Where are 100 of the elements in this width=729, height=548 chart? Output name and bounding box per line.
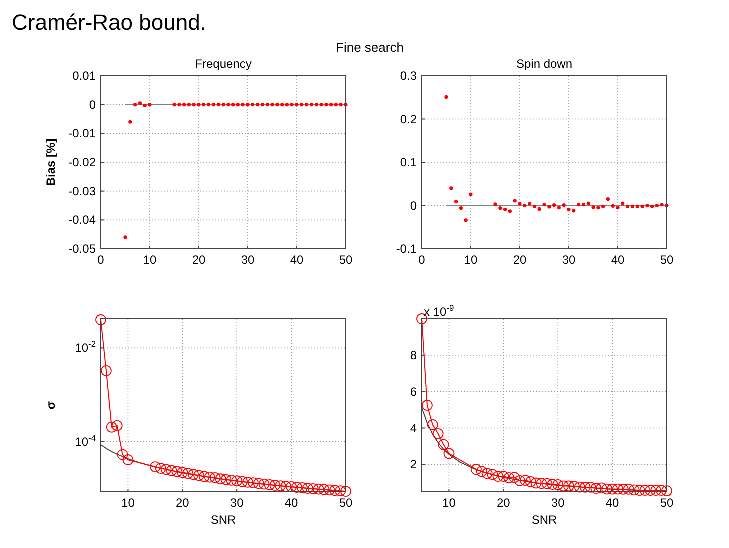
point — [525, 476, 536, 488]
point — [172, 103, 176, 107]
x-axis-title: SNR — [532, 513, 558, 527]
point — [607, 484, 618, 495]
point — [246, 103, 250, 107]
y-tick-label: 0.3 — [400, 69, 418, 83]
point — [330, 103, 334, 107]
point — [276, 103, 280, 107]
point — [232, 476, 243, 487]
point — [504, 208, 508, 212]
point — [134, 103, 138, 107]
x-tick-label: 30 — [241, 253, 255, 267]
point — [182, 468, 194, 480]
point — [548, 205, 552, 209]
point — [596, 206, 600, 210]
y-tick-label: -0.03 — [68, 184, 96, 198]
text: Cramér-Rao bound. — [12, 10, 206, 35]
point — [324, 484, 336, 496]
point — [542, 203, 546, 207]
point — [628, 484, 640, 496]
x-tick-label: 20 — [176, 496, 190, 510]
point — [192, 103, 196, 107]
text: Fine search — [336, 40, 404, 55]
point — [498, 206, 502, 210]
point — [487, 469, 498, 480]
point — [302, 483, 314, 494]
point — [253, 478, 264, 490]
point — [117, 449, 128, 460]
y-axis-title: σ — [44, 401, 58, 410]
y-tick-label: 0 — [89, 98, 96, 112]
point — [300, 103, 304, 107]
point — [640, 485, 651, 496]
x-tick-label: 50 — [660, 253, 674, 267]
x-tick-label: 40 — [290, 253, 304, 267]
point — [226, 474, 238, 486]
point — [616, 206, 620, 210]
point — [523, 204, 527, 208]
point — [216, 103, 220, 107]
point — [251, 103, 255, 107]
point — [450, 186, 454, 190]
point — [290, 103, 294, 107]
point — [508, 210, 512, 214]
point — [623, 484, 634, 495]
y-tick-label: -0.05 — [68, 242, 96, 256]
point — [204, 472, 216, 483]
point — [96, 314, 106, 326]
x-tick-label: 10 — [442, 496, 456, 510]
point — [492, 471, 504, 482]
point — [324, 103, 328, 107]
y-tick-label: 10$^{-2}$ — [75, 339, 96, 356]
point — [655, 204, 659, 208]
point — [148, 103, 152, 107]
point — [444, 448, 455, 460]
point — [626, 204, 630, 208]
point — [166, 465, 178, 476]
point — [335, 486, 346, 497]
point — [187, 103, 191, 107]
point — [532, 204, 536, 208]
point — [562, 204, 566, 208]
point — [464, 218, 468, 222]
point — [577, 203, 581, 207]
y-tick-label: 4 — [410, 421, 418, 436]
point — [514, 475, 526, 486]
point — [612, 484, 624, 495]
point — [207, 103, 211, 107]
point — [340, 486, 352, 497]
point — [538, 207, 542, 212]
x-tick-label: 40 — [611, 253, 625, 267]
point — [427, 420, 438, 430]
point — [237, 476, 248, 488]
point — [241, 103, 245, 107]
point — [621, 202, 625, 206]
point — [572, 209, 576, 213]
point — [459, 206, 463, 210]
annotation: x 10$^{-9}$ — [424, 303, 454, 319]
point — [334, 103, 338, 107]
point — [258, 478, 270, 490]
x-tick-label: 20 — [192, 253, 206, 267]
point — [656, 485, 668, 496]
x-tick-label: 50 — [660, 496, 674, 510]
y-tick-label: 0.2 — [400, 112, 418, 126]
point — [106, 422, 118, 433]
point — [536, 478, 548, 490]
point — [313, 484, 324, 495]
point — [662, 486, 672, 497]
point — [542, 478, 553, 490]
x-tick-label: 10 — [122, 496, 136, 510]
point — [310, 103, 314, 107]
point — [646, 204, 650, 208]
y-tick-label: 8 — [410, 348, 418, 362]
point — [567, 208, 571, 212]
point — [295, 103, 299, 107]
point — [296, 482, 308, 494]
point — [650, 485, 662, 496]
point — [444, 95, 448, 99]
x-tick-label: 10 — [464, 253, 478, 267]
point — [552, 204, 556, 208]
x-tick-label: 0 — [418, 253, 426, 267]
point — [547, 479, 558, 490]
point — [552, 479, 564, 490]
